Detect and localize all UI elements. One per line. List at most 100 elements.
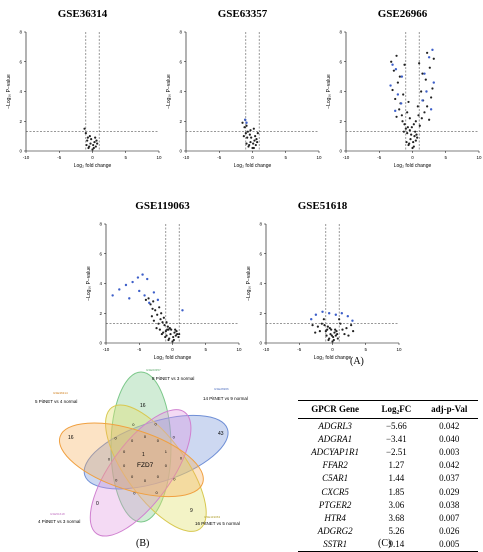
data-point <box>158 328 161 331</box>
data-point <box>347 334 350 337</box>
data-point <box>147 297 150 300</box>
data-point <box>326 325 329 328</box>
data-point <box>333 331 336 334</box>
venn-inner-count: 1 <box>165 449 168 454</box>
labeled-point <box>124 283 128 287</box>
labeled-point <box>136 276 140 279</box>
venn-inner-count: 0 <box>154 422 157 427</box>
data-point <box>402 93 405 96</box>
table-cell-gene: PTGER2 <box>318 499 352 510</box>
labeled-point <box>327 312 331 315</box>
data-point <box>166 325 169 328</box>
data-point <box>311 324 314 327</box>
data-point <box>398 75 401 78</box>
data-point <box>176 332 179 336</box>
data-point <box>407 143 410 147</box>
table-cell-gene: C5AR1 <box>322 473 349 484</box>
data-point <box>165 334 168 337</box>
labeled-point <box>152 291 156 294</box>
table-header-adjp: adj-p-Val <box>420 400 478 419</box>
data-point <box>329 332 332 336</box>
volcano-title: GSE36314 <box>57 8 108 20</box>
x-tick-label: -5 <box>297 347 301 352</box>
data-point <box>94 145 97 148</box>
x-tick-label: -5 <box>377 155 381 160</box>
data-point <box>394 97 397 101</box>
venn-dataset-orange: GSE36314 <box>53 391 68 395</box>
venn-count-blue: 43 <box>218 431 224 437</box>
venn-label-orange: 5 PitNET vs 4 normal <box>35 399 77 404</box>
data-point <box>345 327 348 330</box>
venn-inner-count: 0 <box>165 463 168 468</box>
x-tick-label: 10 <box>476 155 482 160</box>
table-cell-adjp: 0.007 <box>439 512 460 523</box>
data-point <box>175 330 178 333</box>
data-point <box>404 127 407 130</box>
x-axis-label: Log₂ fold change <box>74 163 112 169</box>
data-point <box>412 145 415 148</box>
venn-label-yellow: 16 PitNET vs 5 normal <box>195 521 240 526</box>
venn-inner-count: 0 <box>114 435 117 440</box>
volcano-svg: -10 -5 0 5 10 0 2 4 6 8 Log₂ fold change −Log₁₀ P−v… <box>246 222 402 362</box>
table-header-log2fc: Log₂FC <box>372 400 421 419</box>
data-point <box>330 334 333 337</box>
data-point <box>426 105 429 108</box>
data-point <box>253 139 256 142</box>
table-cell-log2fc: −2.51 <box>385 446 407 457</box>
data-point <box>95 139 98 142</box>
data-point <box>84 132 87 135</box>
venn-set-orange <box>58 422 204 498</box>
y-tick-label: 2 <box>339 119 342 124</box>
volcano-plot: GSE36314 -10 -5 0 5 10 0 2 4 6 8 Log₂ fold change −L… <box>0 8 165 173</box>
data-point <box>332 335 335 339</box>
data-point <box>164 335 167 339</box>
data-point <box>396 81 399 84</box>
data-point <box>318 330 321 333</box>
data-point <box>408 129 411 132</box>
table-row: CXCR5 1.85 0.029 <box>298 485 478 498</box>
data-point <box>414 139 417 142</box>
data-point <box>411 146 414 150</box>
data-point <box>83 127 86 130</box>
data-point <box>246 130 249 133</box>
x-tick-label: 0 <box>331 347 334 352</box>
y-tick-label: 8 <box>339 30 342 35</box>
data-point <box>249 129 252 132</box>
data-point <box>152 300 155 303</box>
data-point <box>416 136 419 139</box>
data-point <box>339 322 342 325</box>
data-point <box>255 138 258 141</box>
volcano-svg: -10 -5 0 5 10 0 2 4 6 8 Log₂ fold change −Log₁₀ P−v… <box>326 30 482 170</box>
data-point <box>415 133 418 136</box>
y-tick-label: 8 <box>259 222 262 227</box>
x-tick-label: 0 <box>91 155 94 160</box>
x-tick-label: 10 <box>316 155 322 160</box>
x-tick-label: -10 <box>183 155 190 160</box>
data-point <box>338 318 341 321</box>
x-axis-label: Log₂ fold change <box>314 355 352 361</box>
venn-count-pink: 0 <box>96 501 99 507</box>
table-cell-adjp: 0.005 <box>420 537 478 552</box>
data-point <box>152 319 155 322</box>
table-row: ADGRL3 −5.66 0.042 <box>298 419 478 433</box>
x-tick-label: 0 <box>411 155 414 160</box>
y-tick-label: 2 <box>99 311 102 316</box>
labeled-point <box>421 99 424 102</box>
venn-count-green: 16 <box>140 403 146 409</box>
table-cell-log2fc: −3.41 <box>385 433 407 444</box>
data-point <box>245 124 248 127</box>
table-cell-adjp: 0.042 <box>439 460 460 471</box>
data-point <box>154 309 157 312</box>
data-point <box>341 328 344 331</box>
labeled-point <box>181 309 184 312</box>
data-point <box>426 51 429 54</box>
table-cell-gene: SSTR1 <box>298 537 373 552</box>
venn-center-gene: FZD7 <box>137 462 154 469</box>
data-point <box>164 330 167 333</box>
data-point <box>161 321 164 324</box>
labeled-point <box>118 288 121 291</box>
data-point <box>159 318 162 321</box>
y-tick-label: 0 <box>179 149 182 154</box>
table-cell-adjp: 0.040 <box>439 433 460 444</box>
data-point <box>392 69 395 72</box>
